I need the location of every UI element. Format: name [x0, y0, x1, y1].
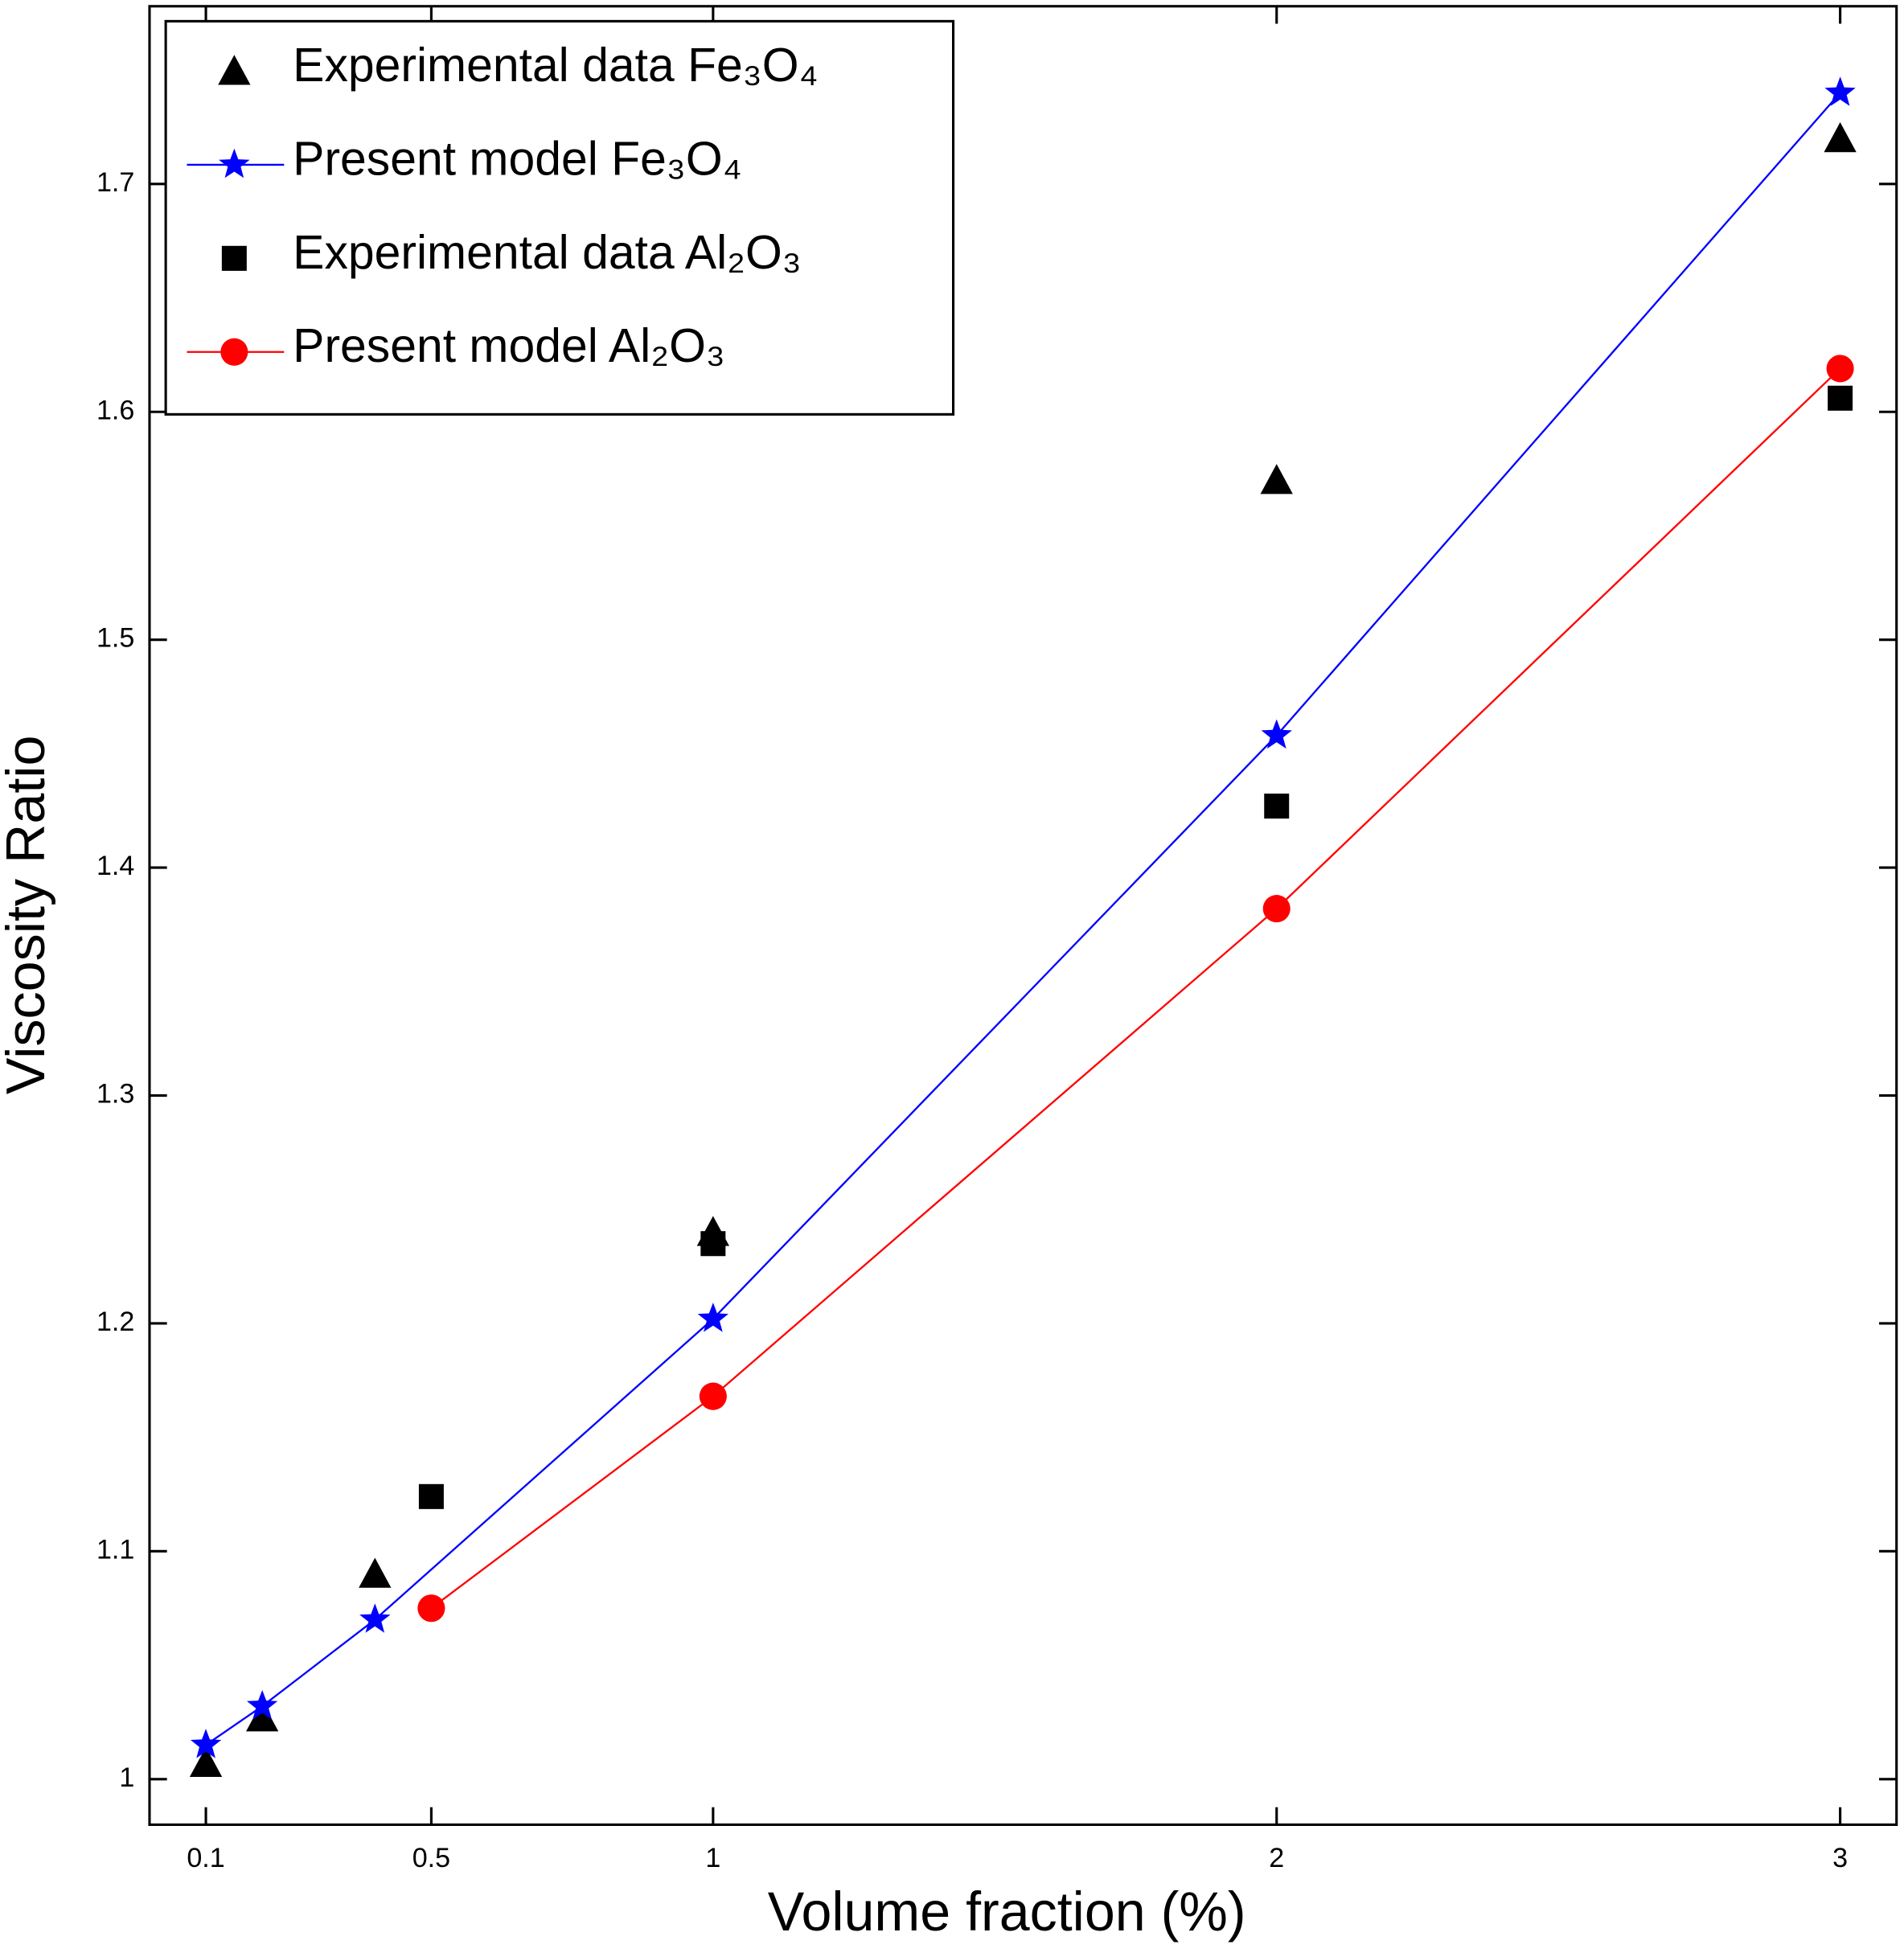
marker: [1824, 76, 1856, 106]
marker: [1824, 121, 1857, 153]
marker: [699, 1382, 727, 1410]
legend-label: Experimental data Fe₃O₄: [293, 39, 818, 92]
legend-box: [164, 19, 955, 416]
marker: [245, 1701, 279, 1732]
legend: Experimental data Fe₃O₄ Present model Fe₃…: [164, 19, 955, 416]
marker: [1262, 895, 1291, 923]
x-tick-label: 3: [1832, 1843, 1848, 1873]
legend-label: Experimental data Al₂O₃: [293, 227, 802, 279]
y-tick-label: 1.7: [96, 167, 134, 198]
series-line: [205, 92, 1841, 1746]
y-tick-label: 1.3: [96, 1079, 134, 1110]
marker: [247, 1689, 278, 1720]
marker: [221, 245, 247, 271]
marker: [190, 1729, 222, 1758]
y-axis-label: Viscosity Ratio: [0, 736, 56, 1095]
marker: [1264, 794, 1290, 819]
legend-label: Present model Al₂O₃: [293, 320, 725, 372]
marker: [359, 1557, 392, 1588]
x-tick-label: 1: [705, 1843, 720, 1873]
marker: [189, 1746, 223, 1778]
x-tick-label: 2: [1269, 1843, 1284, 1873]
x-tick-label: 0.5: [412, 1843, 450, 1873]
marker: [218, 55, 251, 85]
y-tick-label: 1: [119, 1762, 134, 1793]
marker: [1261, 719, 1292, 749]
y-tick-label: 1.2: [96, 1307, 134, 1337]
y-tick-label: 1.1: [96, 1534, 134, 1565]
marker: [417, 1594, 445, 1623]
x-tick-label: 0.1: [187, 1843, 224, 1873]
marker: [697, 1303, 728, 1332]
marker: [219, 148, 250, 178]
y-tick-label: 1.4: [96, 851, 134, 881]
marker: [418, 1483, 444, 1509]
marker: [359, 1603, 391, 1633]
marker: [700, 1231, 726, 1257]
marker: [1828, 385, 1853, 411]
marker: [1826, 355, 1854, 383]
marker: [1260, 464, 1293, 494]
x-axis-label: Volume fraction (%): [768, 1881, 1246, 1943]
legend-label: Present model Fe₃O₄: [293, 133, 741, 185]
marker: [220, 338, 248, 366]
y-tick-label: 1.5: [96, 623, 134, 654]
y-tick-label: 1.6: [96, 395, 134, 425]
series-line: [430, 367, 1841, 1610]
